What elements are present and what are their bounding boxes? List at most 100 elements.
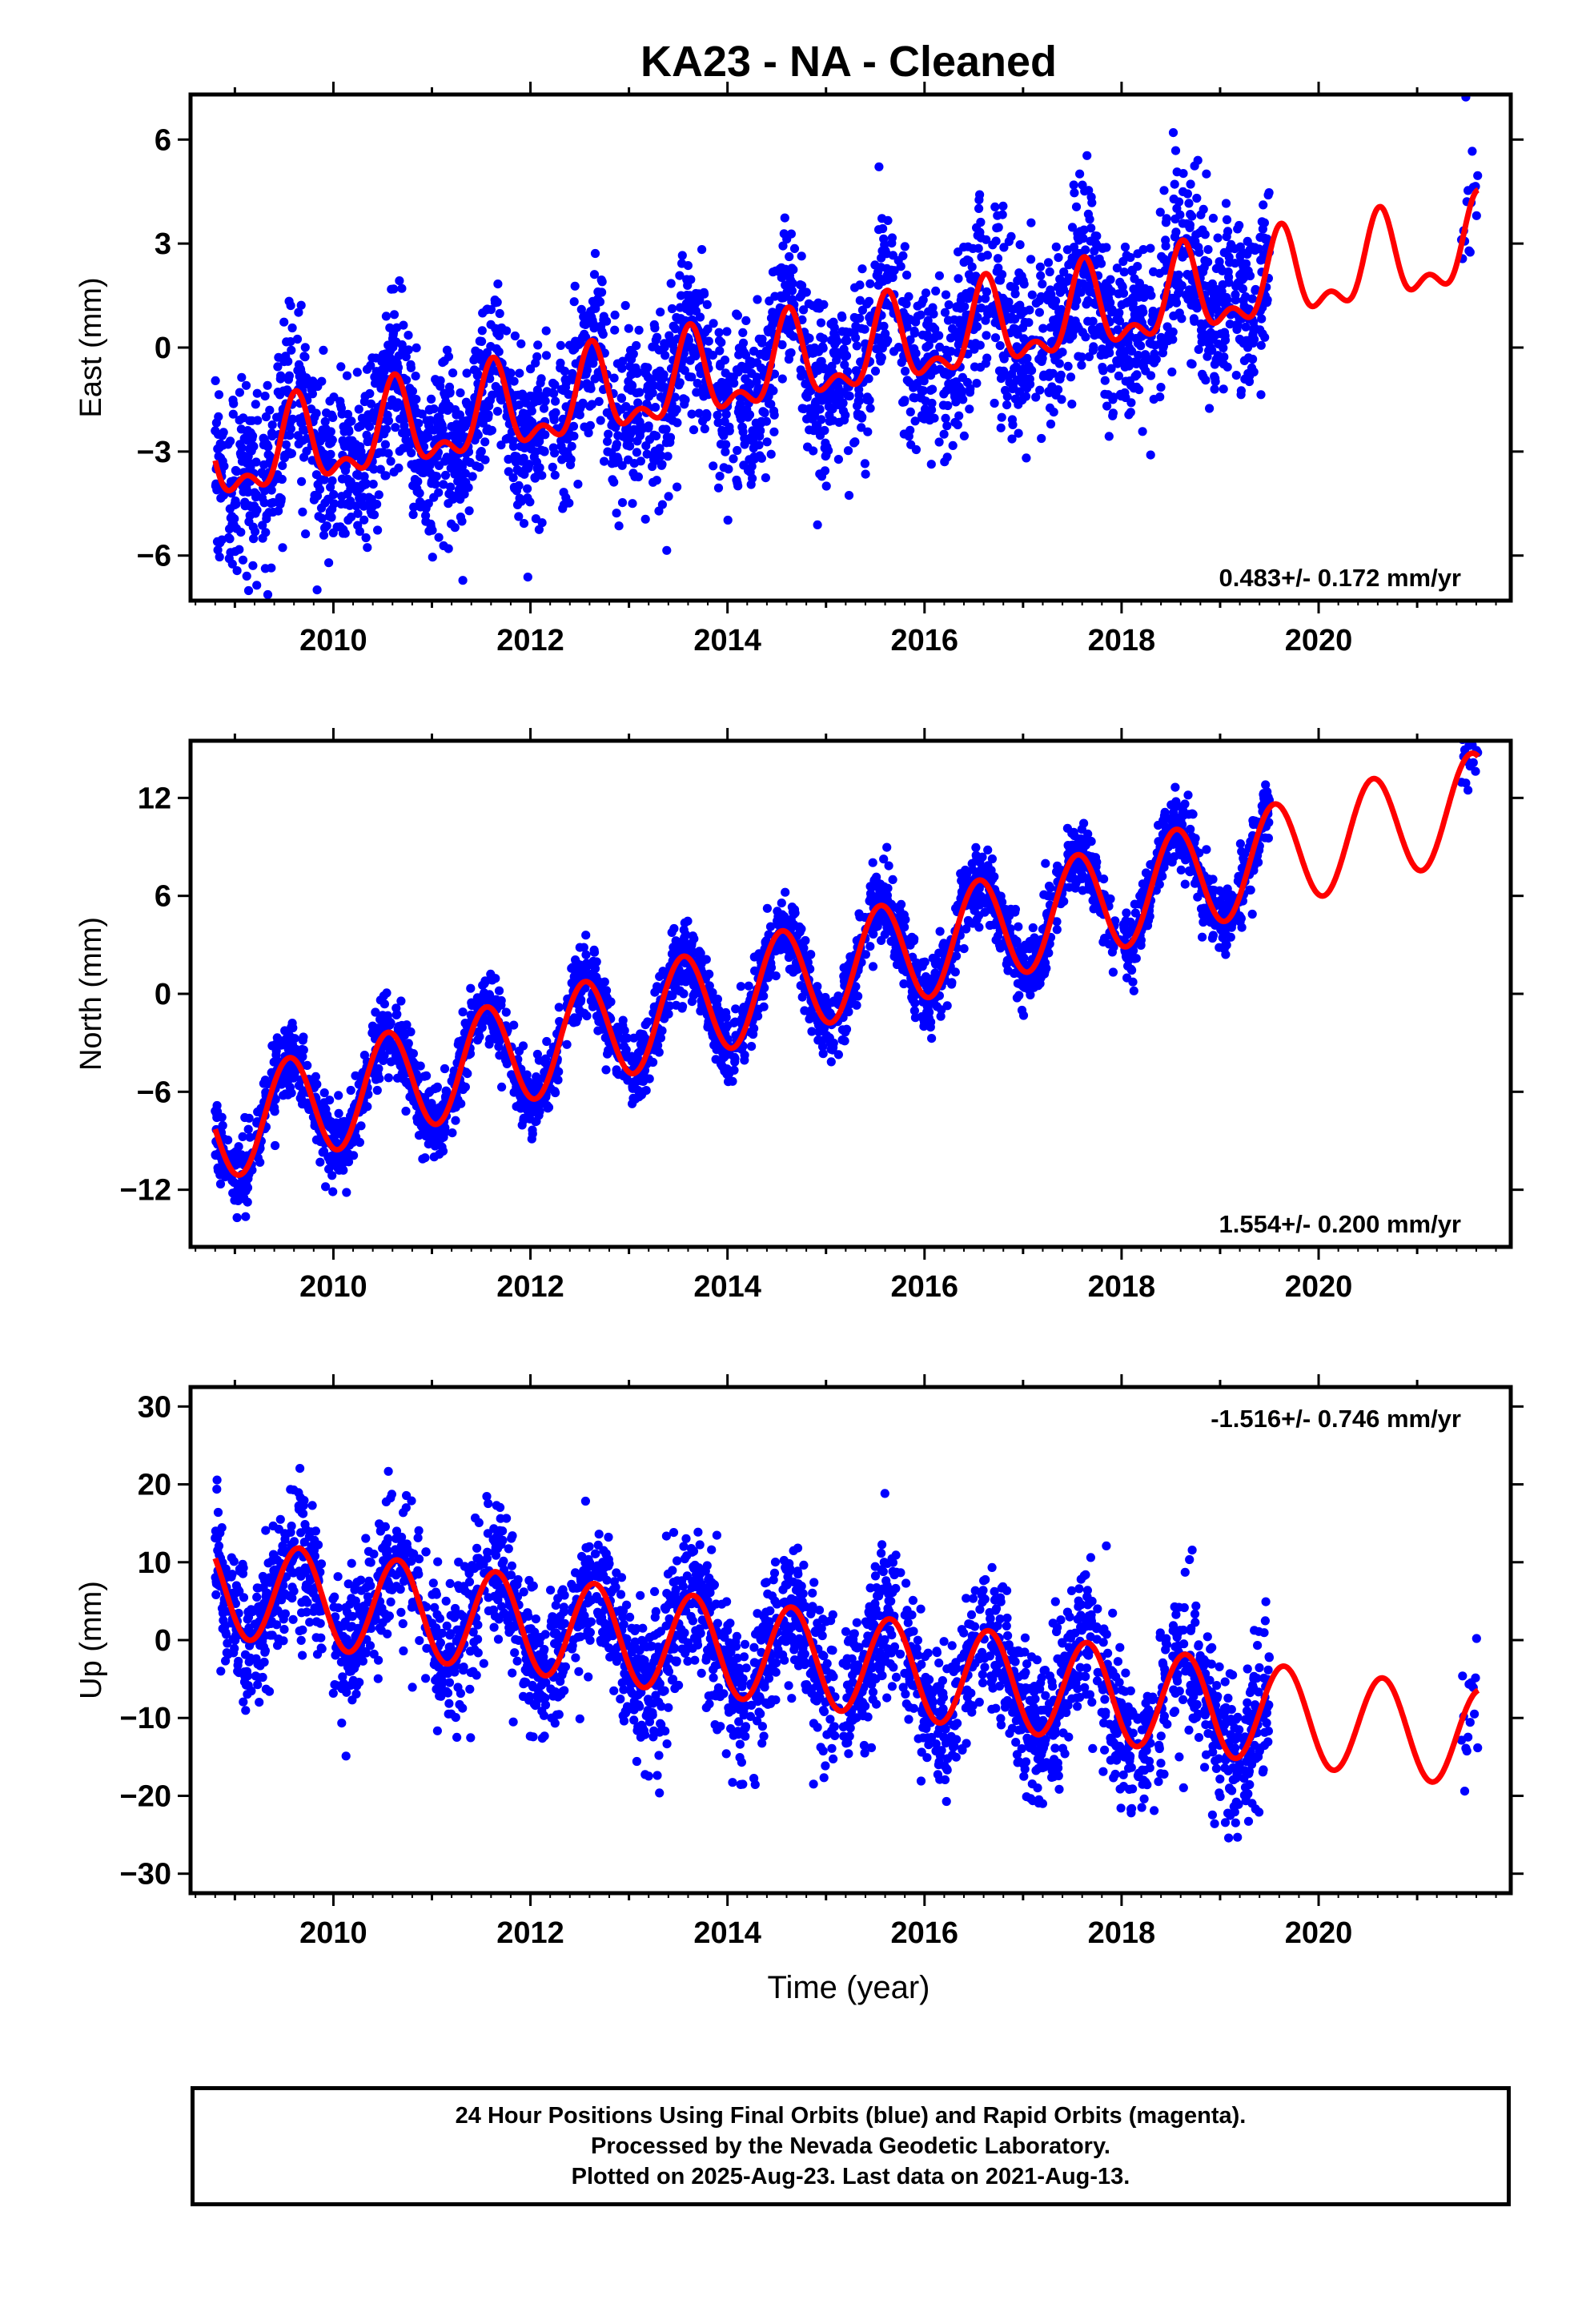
east-data-point <box>850 437 860 447</box>
east-data-point <box>761 473 771 483</box>
east-data-point <box>1161 241 1170 251</box>
east-data-point <box>532 352 542 362</box>
east-data-point <box>249 534 259 544</box>
east-data-point <box>1263 295 1272 305</box>
east-data-point <box>541 351 552 360</box>
east-data-point <box>211 376 220 385</box>
east-data-point <box>965 404 974 414</box>
east-data-point <box>534 525 544 534</box>
east-data-point <box>702 410 712 420</box>
east-data-point <box>263 442 273 452</box>
east-data-point <box>1058 284 1068 295</box>
east-data-point <box>1199 204 1208 214</box>
east-data-point <box>715 346 725 356</box>
east-data-point <box>878 223 888 234</box>
east-data-point <box>905 407 915 416</box>
east-points <box>211 94 1483 600</box>
east-data-point <box>652 332 662 342</box>
east-data-point <box>217 535 227 545</box>
north-data-point <box>728 1076 737 1086</box>
east-data-point <box>982 287 991 296</box>
north-data-point <box>579 943 588 952</box>
east-data-point <box>407 448 416 458</box>
north-data-point <box>334 1108 343 1118</box>
east-data-point <box>1223 362 1232 372</box>
east-data-point <box>1249 367 1259 377</box>
east-data-point <box>573 480 583 489</box>
east-data-point <box>597 277 607 287</box>
north-data-point <box>220 1172 230 1182</box>
east-data-point <box>539 404 549 413</box>
east-data-point <box>983 310 993 320</box>
east-data-point <box>614 521 624 531</box>
east-data-point <box>845 392 854 401</box>
east-data-point <box>1019 279 1029 289</box>
east-data-point <box>341 461 351 471</box>
east-data-point <box>1114 308 1124 318</box>
east-data-point <box>840 360 849 370</box>
north-data-point <box>643 1017 652 1027</box>
east-data-point <box>569 432 579 441</box>
north-data-point <box>243 1197 252 1207</box>
east-data-point <box>287 414 298 424</box>
east-data-point <box>260 486 270 496</box>
east-data-point <box>440 470 451 480</box>
east-data-point <box>431 480 440 489</box>
east-data-point <box>231 499 241 509</box>
east-data-point <box>754 440 764 450</box>
east-data-point <box>927 398 937 408</box>
east-data-point <box>975 190 985 199</box>
east-data-point <box>681 395 690 404</box>
east-data-point <box>1046 419 1056 429</box>
north-data-point <box>689 934 699 943</box>
east-data-point <box>640 514 650 524</box>
east-data-point <box>821 481 831 491</box>
east-data-point <box>292 334 303 344</box>
east-data-point <box>232 566 242 576</box>
north-data-point <box>363 1102 372 1112</box>
east-data-point <box>738 338 749 348</box>
east-data-point <box>413 476 423 486</box>
east-data-point <box>1174 197 1184 207</box>
east-data-point <box>237 443 247 452</box>
east-data-point <box>551 396 560 406</box>
east-data-point <box>1035 262 1045 271</box>
east-data-point <box>361 479 371 489</box>
east-data-point <box>1022 453 1031 463</box>
east-data-point <box>817 415 826 424</box>
east-data-point <box>1059 267 1069 277</box>
east-data-point <box>990 333 1001 343</box>
east-data-point <box>786 348 796 358</box>
north-data-point <box>458 1007 468 1017</box>
east-data-point <box>485 374 495 384</box>
east-data-point <box>1156 383 1166 392</box>
north-data-point <box>592 957 601 967</box>
east-data-point <box>789 332 798 341</box>
east-data-point <box>510 331 520 341</box>
east-data-point <box>1002 392 1012 401</box>
east-data-point <box>1014 344 1023 353</box>
east-data-point <box>1207 345 1217 355</box>
east-data-point <box>656 308 665 317</box>
east-data-point <box>1081 332 1090 342</box>
east-data-point <box>1102 243 1111 252</box>
east-data-point <box>1255 244 1264 254</box>
north-data-point <box>325 1096 335 1105</box>
east-data-point <box>1213 233 1223 243</box>
east-data-point <box>656 451 666 460</box>
east-data-point <box>344 427 354 436</box>
east-x-tick-label: 2016 <box>891 624 959 657</box>
east-data-point <box>369 464 379 474</box>
east-data-point <box>818 344 828 353</box>
east-data-point <box>780 213 789 223</box>
east-data-point <box>389 310 400 320</box>
east-data-point <box>1219 352 1229 362</box>
east-data-point <box>921 288 931 298</box>
east-data-point <box>874 162 884 171</box>
east-data-point <box>1087 198 1097 207</box>
north-data-point <box>449 1066 459 1076</box>
east-data-point <box>394 463 404 473</box>
east-data-point <box>960 302 970 312</box>
east-data-point <box>300 425 310 435</box>
north-data-point <box>402 1020 412 1030</box>
